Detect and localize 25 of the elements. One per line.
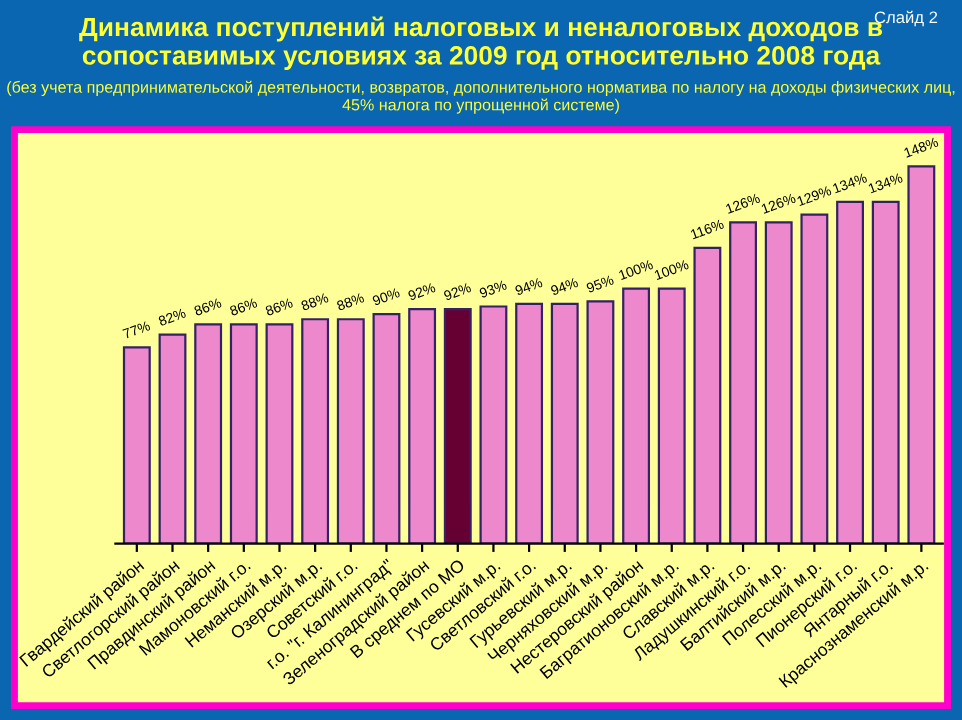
text: Слайд 2: [874, 10, 938, 27]
bar: [836, 200, 864, 544]
bar: [265, 323, 294, 544]
bar: [443, 307, 472, 544]
bar: [194, 323, 223, 544]
bar: [693, 246, 722, 544]
bar: [800, 213, 829, 544]
bar: [158, 333, 187, 544]
bar: [479, 305, 508, 544]
bar: [907, 165, 936, 544]
bar: [229, 323, 258, 544]
bar: [372, 313, 401, 544]
bar: [622, 287, 651, 544]
bar: [301, 318, 330, 544]
bar: [408, 307, 437, 544]
bar: [729, 221, 758, 544]
bar: [586, 300, 615, 544]
chart-subtitle: (без учета предпринимательской деятельности, возвратов, дополнительного норматива по налогу на доходы физических лиц, 45% налога по упрощенной системе): [7, 80, 955, 114]
bar: [336, 318, 365, 544]
bar: [515, 302, 544, 544]
bar: [657, 287, 686, 544]
bar: [871, 200, 900, 544]
bar: [122, 346, 151, 544]
bar: [764, 221, 793, 544]
bar: [550, 302, 579, 544]
